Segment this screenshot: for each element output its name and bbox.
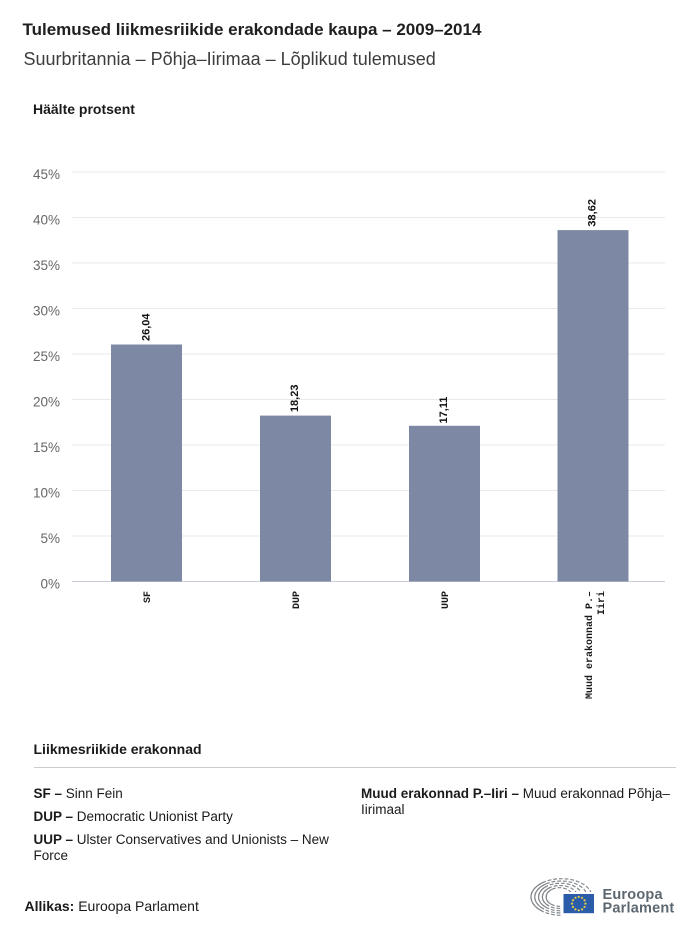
svg-text:Iiri: Iiri: [596, 591, 608, 615]
svg-text:Euroopa: Euroopa: [603, 887, 664, 903]
svg-text:25%: 25%: [33, 349, 60, 364]
svg-text:UUP: UUP: [441, 591, 452, 609]
svg-text:10%: 10%: [33, 486, 60, 501]
svg-text:Parlament: Parlament: [603, 901, 675, 917]
svg-text:30%: 30%: [33, 304, 60, 319]
svg-text:45%: 45%: [33, 167, 60, 182]
svg-text:20%: 20%: [33, 395, 60, 410]
svg-text:35%: 35%: [33, 258, 60, 273]
svg-text:5%: 5%: [40, 531, 60, 546]
svg-text:17,11: 17,11: [438, 397, 450, 424]
svg-text:38,62: 38,62: [587, 199, 599, 227]
svg-text:15%: 15%: [33, 440, 60, 455]
svg-text:DUP: DUP: [292, 591, 303, 609]
svg-text:SF: SF: [143, 591, 154, 603]
svg-text:26,04: 26,04: [141, 313, 153, 341]
svg-text:40%: 40%: [33, 213, 60, 228]
svg-text:Muud erakonnad P.–: Muud erakonnad P.–: [584, 591, 596, 699]
svg-text:0%: 0%: [40, 577, 60, 592]
svg-text:18,23: 18,23: [289, 385, 301, 413]
